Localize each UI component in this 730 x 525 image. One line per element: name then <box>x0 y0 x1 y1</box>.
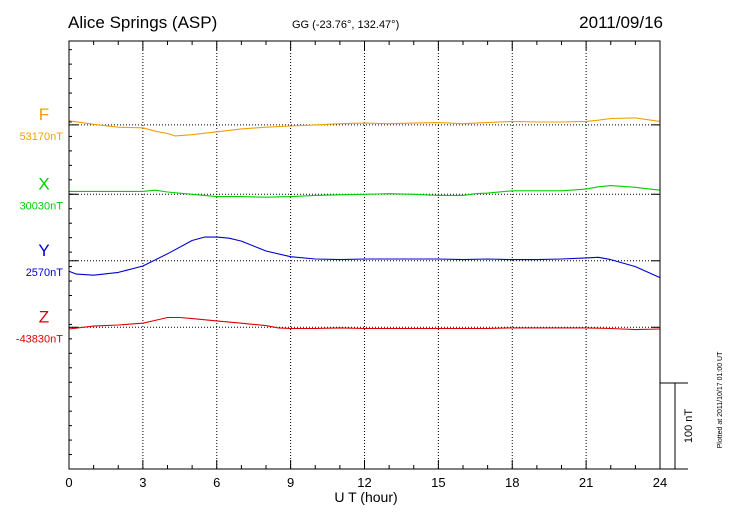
series-layer <box>68 117 661 331</box>
x-tick-label: 18 <box>505 475 519 490</box>
label-layer: F 53170nT X 30030nT Y 2570nT Z -43830nT <box>16 105 63 345</box>
series-name-f: F <box>39 105 49 124</box>
scale-bar-label: 100 nT <box>683 409 695 444</box>
x-tick-label: 24 <box>653 475 667 490</box>
x-tick-label: 12 <box>357 475 371 490</box>
station-coordinates: GG (-23.76°, 132.47°) <box>292 19 399 31</box>
series-name-y: Y <box>38 241 49 260</box>
x-tick-label: 6 <box>213 475 220 490</box>
series-baseline-label-z: -43830nT <box>16 333 63 345</box>
series-line-f <box>68 117 661 137</box>
plotted-timestamp: Plotted at 2011/10/17 01:00 UT <box>717 351 724 448</box>
station-title: Alice Springs (ASP) <box>68 13 217 32</box>
x-tick-label: 3 <box>139 475 146 490</box>
tick-layer: 0 3 6 9 12 15 18 21 24 <box>65 41 667 490</box>
series-name-x: X <box>38 174 49 193</box>
series-baseline-label-x: 30030nT <box>20 200 64 212</box>
series-name-z: Z <box>39 307 49 326</box>
x-tick-label: 15 <box>431 475 445 490</box>
scale-bar: 100 nT <box>660 382 695 470</box>
x-axis-label: U T (hour) <box>334 489 397 505</box>
series-line-y <box>68 236 661 279</box>
series-line-x <box>69 185 661 198</box>
series-baseline-label-y: 2570nT <box>26 267 64 279</box>
series-baseline-label-f: 53170nT <box>20 131 64 143</box>
series-line-z <box>68 316 661 331</box>
plot-date: 2011/09/16 <box>579 13 663 32</box>
grid-layer <box>69 41 660 469</box>
x-tick-label: 21 <box>579 475 593 490</box>
x-tick-label: 0 <box>65 475 72 490</box>
plot-frame <box>68 40 661 470</box>
x-tick-label: 9 <box>287 475 294 490</box>
